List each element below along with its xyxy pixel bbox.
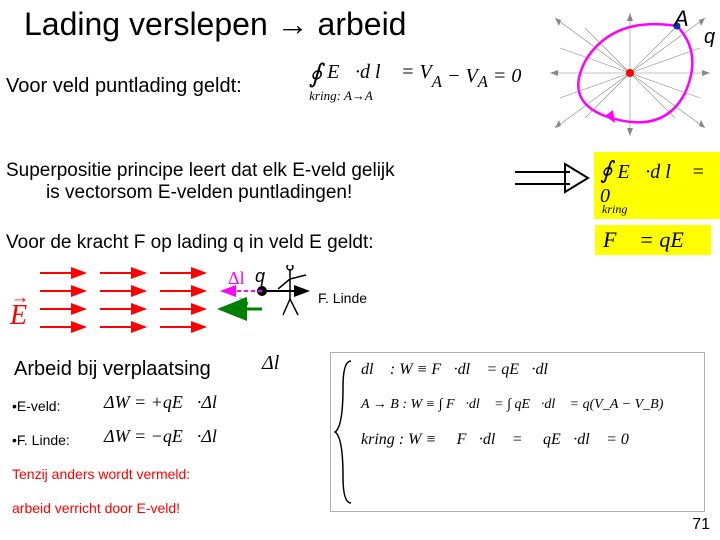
kracht-line: Voor de kracht F op lading q in veld E g… xyxy=(6,232,374,254)
q-label-top: q xyxy=(704,26,715,49)
E-field-label: E xyxy=(10,300,27,332)
formula-kring-highlight: ∮ E⃗·d l⃗ = 0 kring xyxy=(594,152,720,219)
kring-sub2: kring xyxy=(602,202,710,217)
flinde-label: F. Linde xyxy=(318,290,367,306)
title-b: arbeid xyxy=(309,6,407,42)
integrand-top: E⃗·d l⃗ = V xyxy=(322,61,432,83)
superpos-l1: Superpositie principe leert dat elk E-ve… xyxy=(6,160,395,182)
field-loop-diagram xyxy=(545,8,715,138)
title-arrow: → xyxy=(277,6,309,42)
dW-eveld-formula: ΔW = +qE⃗·Δl⃗ xyxy=(104,392,231,413)
page-number: 71 xyxy=(692,516,710,534)
eveld-bullet: •E-veld: xyxy=(12,398,60,414)
arbeid-verricht-line: arbeid verricht door E-veld! xyxy=(12,500,180,516)
arbeid-title: Arbeid bij verplaatsing xyxy=(14,358,211,381)
brace-row-2: A → B : W ≡ ∫ F⃗·dl⃗ = ∫ qE⃗·dl⃗ = q(V_A… xyxy=(361,395,696,415)
mid: − V xyxy=(442,65,478,87)
dW-flinde-formula: ΔW = −qE⃗·Δl⃗ xyxy=(104,426,231,447)
q-charge-label: q xyxy=(255,266,265,287)
flinde-bullet: •F. Linde: xyxy=(12,432,70,448)
sub-A2: A xyxy=(478,72,488,91)
F-force-label: F xyxy=(236,298,248,321)
tenzij-line: Tenzij anders wordt vermeld: xyxy=(12,466,190,482)
left-brace-icon xyxy=(333,357,357,507)
title-a: Lading verslepen xyxy=(24,6,277,42)
superposition-text: Superpositie principe leert dat elk E-ve… xyxy=(6,160,395,204)
brace-summary-box: dl⃗ : W ≡ F⃗·dl⃗ = qE⃗·dl⃗ A → B : W ≡ ∫… xyxy=(330,352,705,512)
brace-row-3: kring : W ≡ ∮ F⃗·dl⃗ = ∮ qE⃗·dl⃗ = 0 xyxy=(361,429,696,451)
implies-arrow-icon xyxy=(510,160,590,200)
dl-label: Δl xyxy=(228,268,245,289)
dl-anim-label: Δl⃗ xyxy=(262,352,295,375)
A-label: A xyxy=(674,6,689,32)
brace-row-1: dl⃗ : W ≡ F⃗·dl⃗ = qE⃗·dl⃗ xyxy=(361,359,696,381)
oint-k: ∮ xyxy=(600,158,613,184)
sub-A1: A xyxy=(432,72,442,91)
eq-zero: = 0 xyxy=(488,65,522,87)
formula-fqe-highlight: F⃗ = qE⃗ xyxy=(595,225,711,255)
formula-closed-integral: ∮ E⃗·d l⃗ = VA − VA = 0 kring: A→A xyxy=(285,55,545,110)
kring-body: E⃗·d l⃗ = 0 xyxy=(600,161,705,207)
superpos-l2: is vectorsom E-velden puntladingen! xyxy=(6,182,395,204)
oint-symbol: ∮ xyxy=(309,59,323,88)
